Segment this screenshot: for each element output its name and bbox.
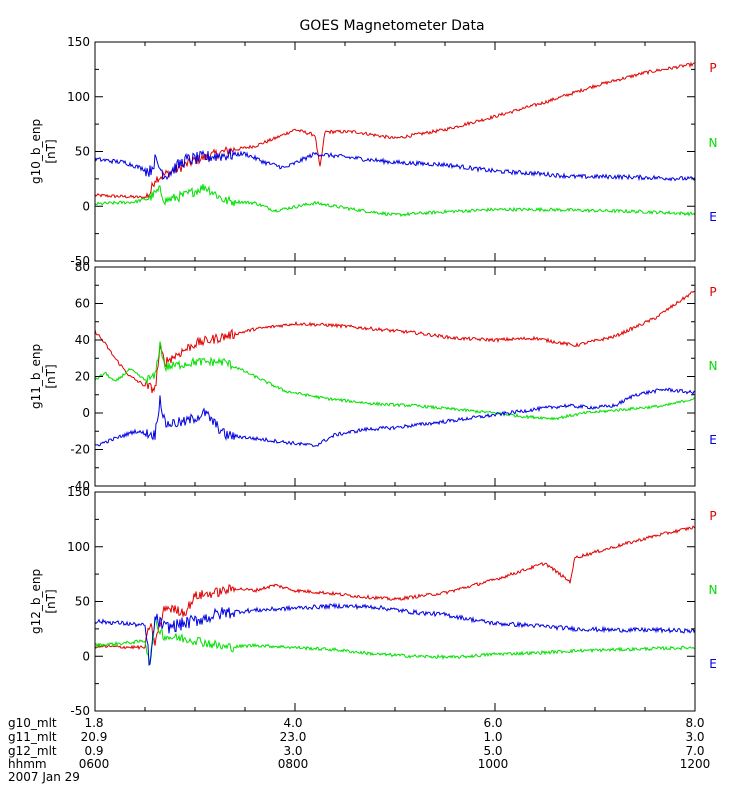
legend-p: P — [709, 509, 716, 523]
footer-row-label: g10_mlt — [8, 716, 57, 730]
legend-p: P — [709, 61, 716, 75]
footer-value: 5.0 — [483, 744, 502, 758]
y-axis-unit: [nT] — [44, 139, 58, 163]
y-axis-label: g10_b_enp — [29, 119, 43, 184]
footer-value: 6.0 — [483, 716, 502, 730]
y-axis-unit: [nT] — [44, 364, 58, 388]
series-p-line — [94, 61, 696, 200]
footer-value: 1.8 — [84, 716, 103, 730]
y-tick-label: -50 — [70, 254, 90, 268]
panel-2: -40 -20 0 20 40 60 80 g11_b_enp [nT] P N E — [29, 260, 717, 493]
y-axis-unit: [nT] — [44, 589, 58, 613]
legend-n: N — [709, 136, 718, 150]
chart-title: GOES Magnetometer Data — [299, 18, 484, 34]
y-tick-label: 0 — [82, 649, 90, 663]
legend-n: N — [709, 359, 718, 373]
footer-value: 0800 — [278, 757, 309, 771]
y-tick-label: -40 — [70, 479, 90, 493]
footer-value: 4.0 — [283, 716, 302, 730]
series-e-line — [94, 602, 696, 667]
y-tick-label: 50 — [75, 145, 90, 159]
legend-e: E — [709, 657, 717, 671]
y-tick-label: 150 — [67, 35, 90, 49]
y-tick-label: 60 — [75, 297, 90, 311]
legend-n: N — [709, 583, 718, 597]
footer-row-label: hhmm — [8, 757, 47, 771]
footer-value: 0600 — [79, 757, 110, 771]
footer-value: 3.0 — [283, 744, 302, 758]
footer-value: 0.9 — [84, 744, 103, 758]
footer-value: 1000 — [478, 757, 509, 771]
footer-value: 3.0 — [685, 730, 704, 744]
y-tick-label: 40 — [75, 333, 90, 347]
y-tick-label: 20 — [75, 370, 90, 384]
footer-value: 8.0 — [685, 716, 704, 730]
footer-row-label: g12_mlt — [8, 744, 57, 758]
y-tick-label: 100 — [67, 90, 90, 104]
footer-value: 23.0 — [280, 730, 307, 744]
y-axis-label: g11_b_enp — [29, 344, 43, 409]
footer-value: 1200 — [680, 757, 711, 771]
y-tick-label: 0 — [82, 406, 90, 420]
y-tick-label: 80 — [75, 260, 90, 274]
panel-frame — [94, 266, 696, 487]
series-n-line — [94, 341, 696, 421]
y-axis-label: g12_b_enp — [29, 569, 43, 634]
footer-value: 20.9 — [81, 730, 108, 744]
series-e-line — [94, 148, 696, 182]
footer-value: 7.0 — [685, 744, 704, 758]
series-n-line — [94, 619, 696, 666]
legend-e: E — [709, 433, 717, 447]
panel-frame — [94, 41, 696, 262]
y-tick-label: -50 — [70, 704, 90, 718]
footer-date: 2007 Jan 29 — [8, 770, 80, 784]
y-tick-label: -20 — [70, 443, 90, 457]
y-tick-label: 150 — [67, 485, 90, 499]
footer-row-label: g11_mlt — [8, 730, 57, 744]
series-n-line — [94, 183, 696, 218]
footer-value: 1.0 — [483, 730, 502, 744]
legend-p: P — [709, 285, 716, 299]
chart-footer: g10_mlt 1.8 4.0 6.0 8.0 g11_mlt 20.9 23.0 1.0 3.0… — [8, 716, 710, 784]
series-p-line — [94, 290, 696, 394]
series-e-line — [94, 387, 696, 448]
panel-frame — [94, 491, 696, 712]
legend-e: E — [709, 210, 717, 224]
y-tick-label: 100 — [67, 540, 90, 554]
panel-3: -50 0 50 100 150 g12_b_enp [nT] P N E — [29, 485, 717, 718]
series-p-line — [94, 525, 696, 651]
y-tick-label: 50 — [75, 595, 90, 609]
panel-1: -50 0 50 100 150 g10_b_enp [nT] P N E — [29, 35, 717, 268]
y-tick-label: 0 — [82, 199, 90, 213]
